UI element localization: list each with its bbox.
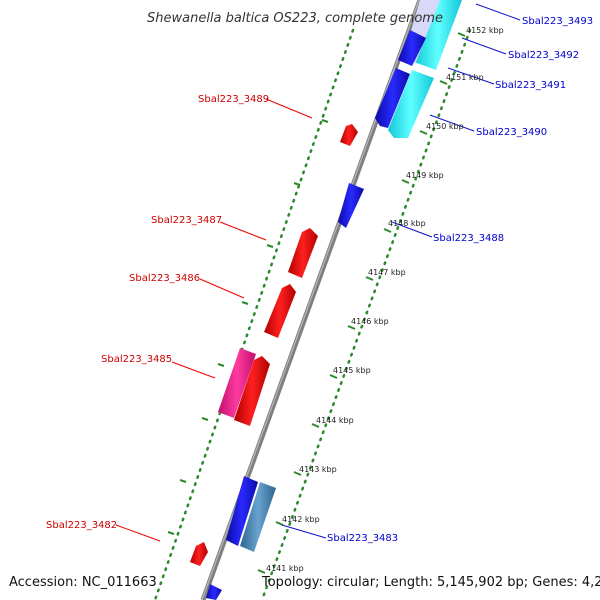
gene-labels-left: Sbal223_3489 Sbal223_3487 Sbal223_3486 S… (46, 94, 269, 531)
gene-3483-arrow[interactable] (240, 482, 276, 552)
gene-3486-arrow[interactable] (264, 284, 296, 338)
gene-3482-arrow[interactable] (190, 542, 208, 566)
gene-label[interactable]: Sbal223_3485 (101, 354, 172, 365)
gene-label[interactable]: Sbal223_3483 (327, 533, 398, 544)
tick-marks (257, 32, 466, 574)
gene-label[interactable]: Sbal223_3490 (476, 127, 547, 138)
left-label-leaders (115, 98, 313, 542)
kbp-labels: 4152 kbp 4151 kbp 4150 kbp 4149 kbp 4148… (266, 26, 504, 573)
right-label-leaders (281, 3, 521, 539)
tick-label: 4144 kbp (316, 416, 354, 425)
gene-features (190, 0, 462, 600)
tick-label: 4142 kbp (282, 515, 320, 524)
gene-label[interactable]: Sbal223_3489 (198, 94, 269, 105)
accession-text: Accession: NC_011663 (9, 575, 157, 590)
gene-label[interactable]: Sbal223_3482 (46, 520, 117, 531)
gene-3488-arrow[interactable] (338, 183, 364, 228)
gc-track-left (153, 28, 355, 600)
tick-label: 4150 kbp (426, 122, 464, 131)
gene-3487-arrow[interactable] (288, 228, 318, 278)
gene-3485-arrow[interactable] (218, 348, 256, 418)
gene-label[interactable]: Sbal223_3493 (522, 16, 593, 27)
tick-label: 4147 kbp (368, 268, 406, 277)
topology-text: Topology: circular; Length: 5,145,902 bp… (261, 575, 600, 590)
tick-label: 4141 kbp (266, 564, 304, 573)
tick-label: 4143 kbp (299, 465, 337, 474)
tick-label: 4149 kbp (406, 171, 444, 180)
gene-label[interactable]: Sbal223_3492 (508, 50, 579, 61)
tick-label: 4151 kbp (446, 73, 484, 82)
gene-labels-right: Sbal223_3493 Sbal223_3492 Sbal223_3491 S… (327, 16, 593, 544)
gene-label[interactable]: Sbal223_3487 (151, 215, 222, 226)
gene-3485b-arrow[interactable] (234, 356, 270, 426)
gene-3489-arrow[interactable] (340, 124, 358, 146)
gene-3490-arrow[interactable] (375, 68, 410, 128)
gene-3484-arrow[interactable] (226, 476, 258, 546)
gene-label[interactable]: Sbal223_3491 (495, 80, 566, 91)
gene-label[interactable]: Sbal223_3488 (433, 233, 504, 244)
genome-title: Shewanella baltica OS223, complete genom… (147, 11, 443, 26)
gene-bottom-arrow[interactable] (206, 584, 222, 600)
tick-label: 4152 kbp (466, 26, 504, 35)
gene-3491-arrow[interactable] (388, 70, 434, 138)
tick-label: 4148 kbp (388, 219, 426, 228)
left-track-ticks (167, 119, 329, 535)
gene-3493-arrow[interactable] (414, 0, 462, 70)
tick-label: 4145 kbp (333, 366, 371, 375)
tick-label: 4146 kbp (351, 317, 389, 326)
gene-label[interactable]: Sbal223_3486 (129, 273, 200, 284)
gene-3492b-arrow[interactable] (398, 30, 426, 66)
